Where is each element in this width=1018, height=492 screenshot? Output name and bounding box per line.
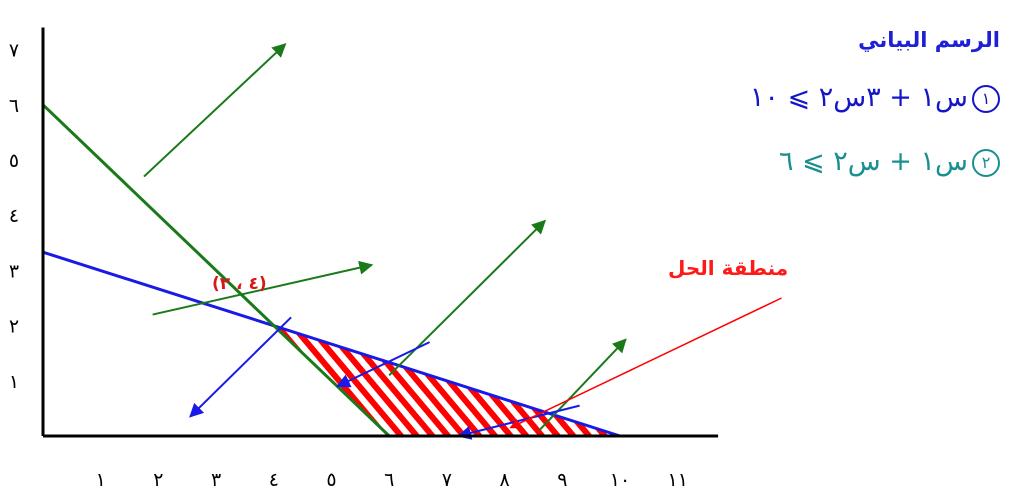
y-tick-label: ٣ (9, 260, 19, 282)
constraint-line-1 (43, 252, 620, 436)
y-tick-label: ٤ (9, 205, 19, 227)
x-tick-label: ٥ (326, 469, 336, 491)
intersection-point-label: (٤ ، ٢) (212, 274, 267, 294)
y-tick-label: ٢ (9, 316, 19, 338)
x-tick-label: ٣ (211, 469, 221, 491)
x-tick-label: ٤ (269, 469, 279, 491)
x-tick-label: ١٠ (610, 469, 630, 491)
y-tick-label: ٧ (9, 40, 19, 62)
direction-arrow-2 (389, 221, 545, 376)
legend-number-1: ١ (972, 85, 1000, 113)
region-label-arrow (510, 298, 781, 428)
direction-arrow-1 (144, 44, 285, 176)
legend-number-2: ٢ (972, 149, 1000, 177)
x-tick-label: ٩ (557, 469, 567, 491)
y-tick-label: ٦ (9, 95, 19, 117)
x-tick-label: ٨ (499, 469, 509, 491)
direction-arrow-4 (539, 339, 626, 430)
x-tick-label: ١ (96, 469, 106, 491)
legend-item-1: ١س١ + ٣س٢ ⩾ ١٠ (750, 82, 1000, 113)
x-tick-label: ٦ (384, 469, 394, 491)
chart-title: الرسم البياني (858, 28, 1000, 52)
y-tick-label: ٥ (9, 150, 19, 172)
feasible-region-label: منطقة الحل (668, 256, 788, 280)
x-tick-label: ١١ (667, 469, 687, 491)
y-tick-label: ١ (9, 371, 19, 393)
direction-arrow-5 (190, 317, 291, 416)
x-tick-label: ٢ (153, 469, 163, 491)
legend-item-2: ٢س١ + س٢ ⩾ ٦ (779, 146, 1000, 177)
legend-label-2: س١ + س٢ ⩾ ٦ (779, 146, 968, 177)
x-tick-label: ٧ (442, 469, 452, 491)
legend-label-1: س١ + ٣س٢ ⩾ ١٠ (750, 82, 968, 113)
